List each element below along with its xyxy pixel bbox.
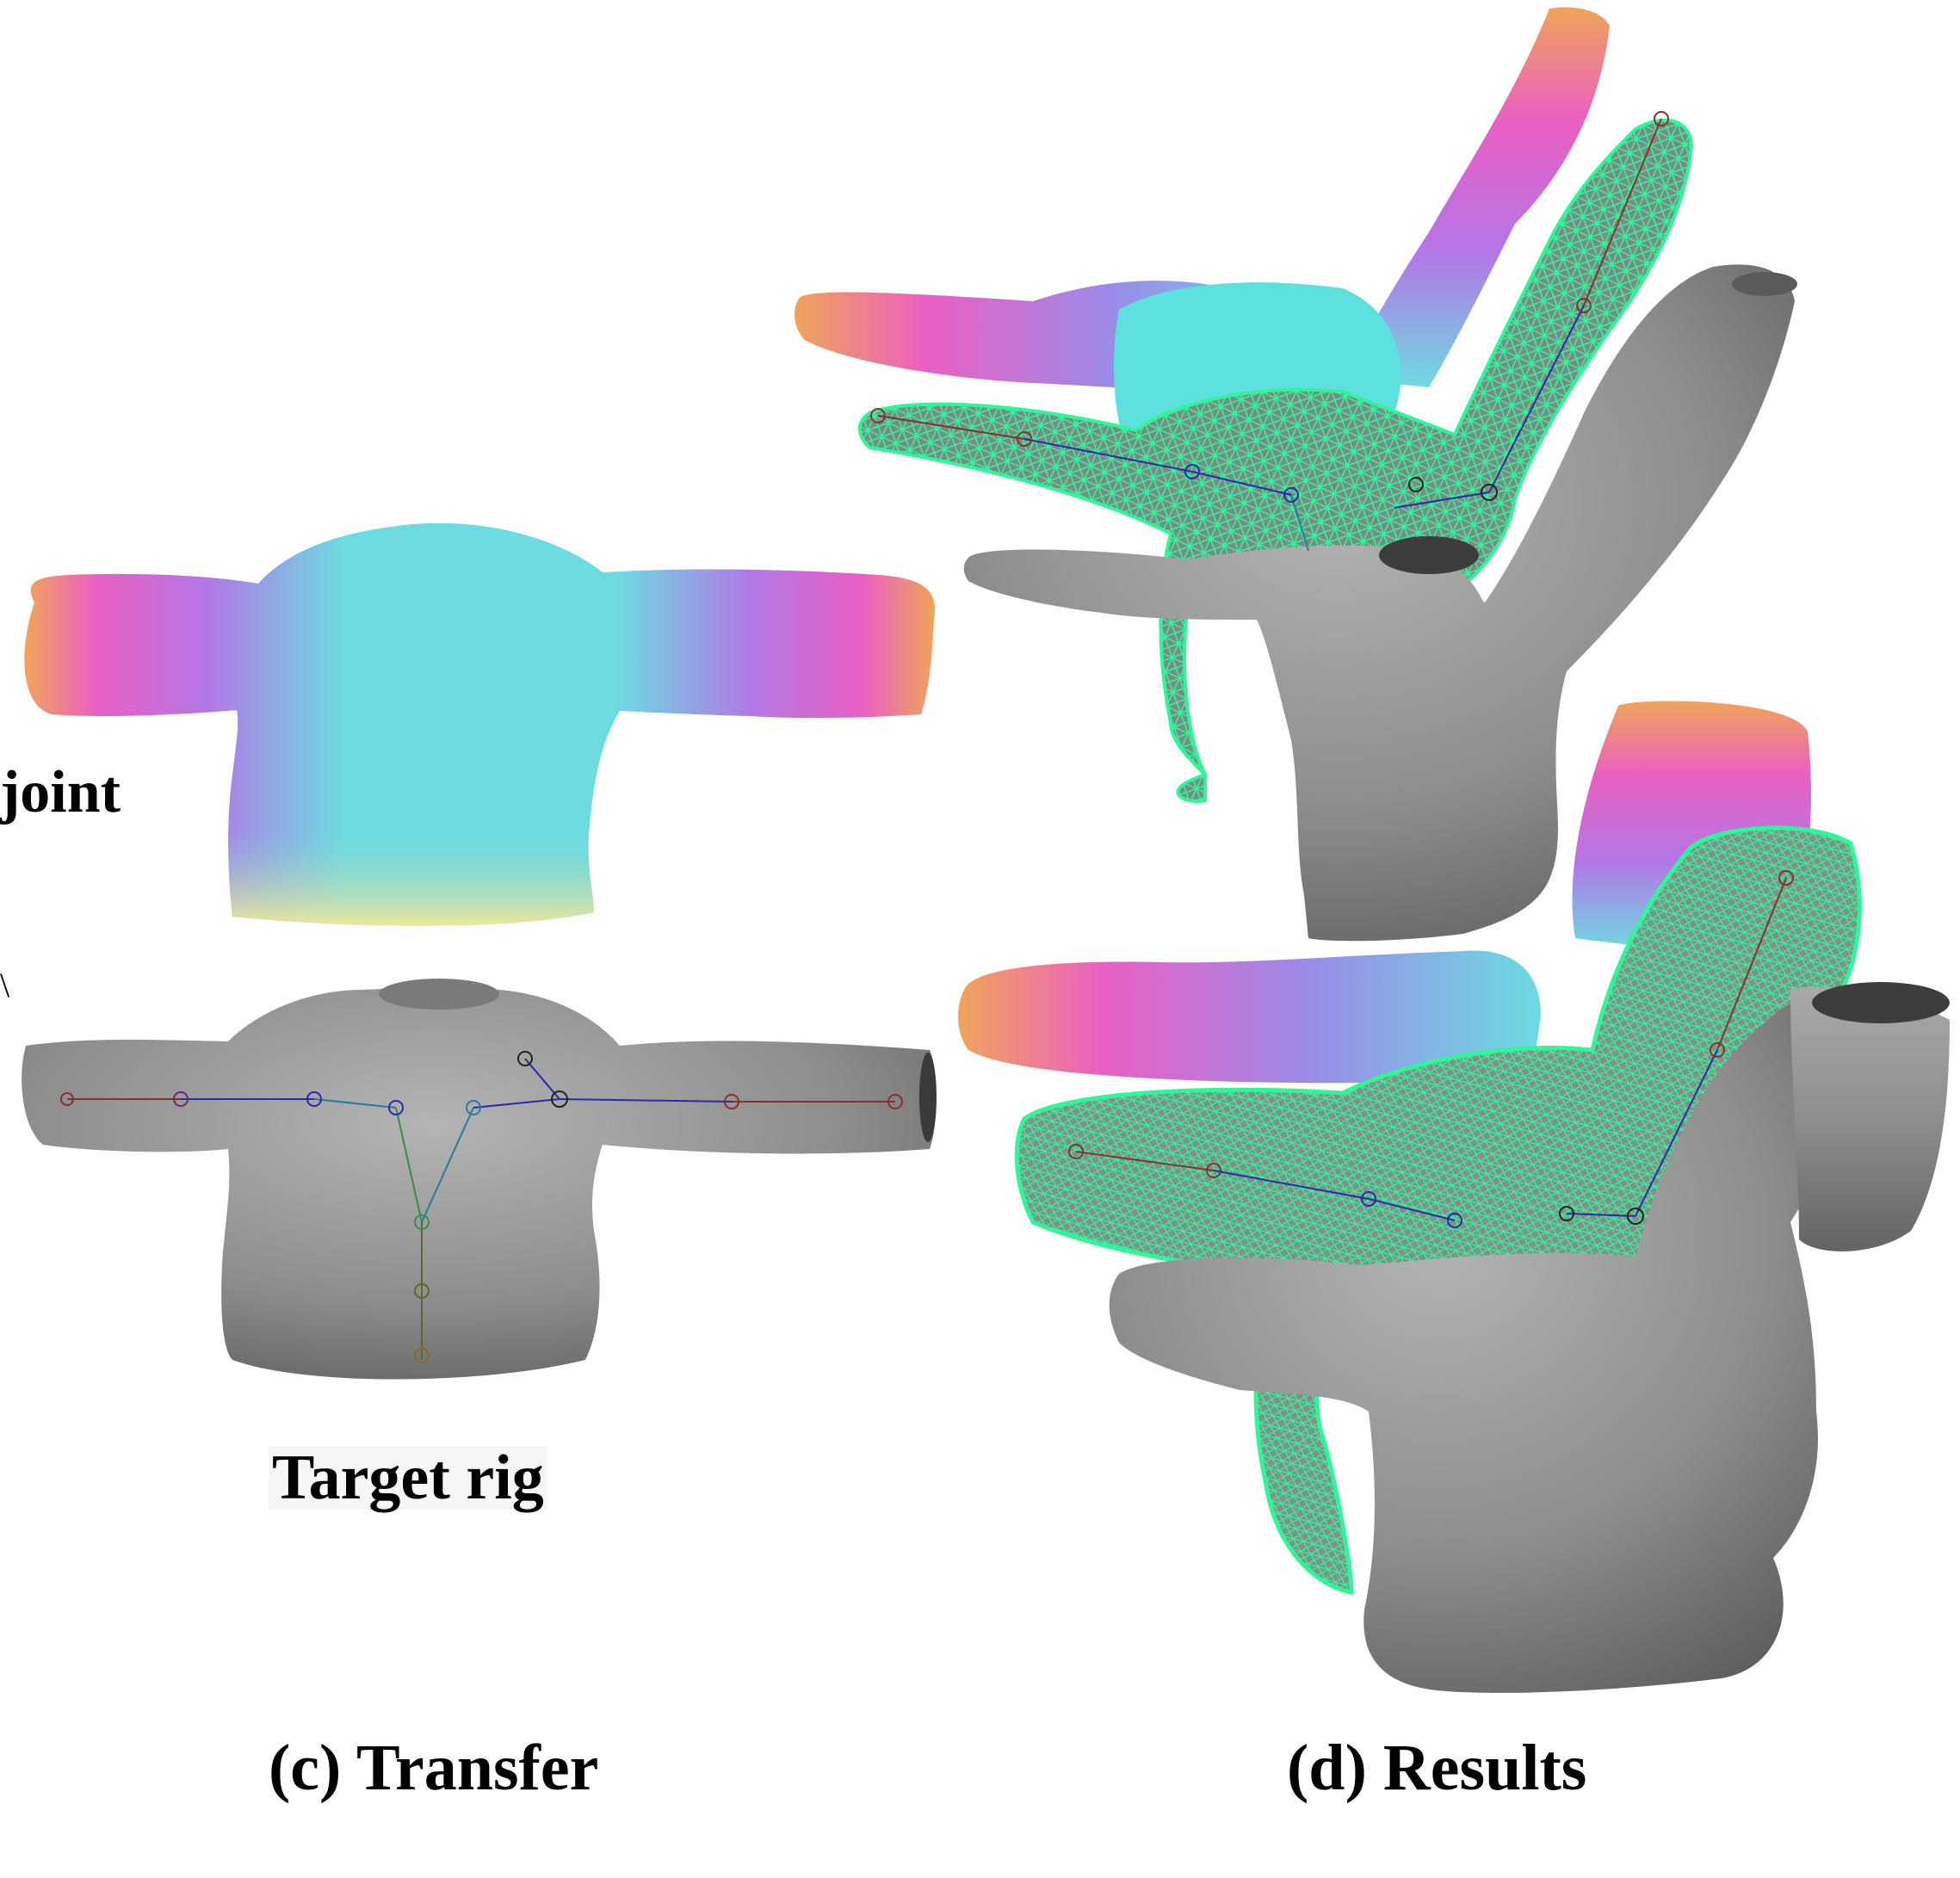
bone	[1191, 471, 1292, 496]
bone	[421, 1107, 474, 1223]
joint-marker	[1068, 1144, 1084, 1159]
joint-marker	[1778, 870, 1794, 886]
joint-marker	[60, 1092, 74, 1106]
result-top-gray	[963, 264, 1797, 942]
joint-marker	[1408, 477, 1424, 492]
joint-marker	[1710, 1042, 1725, 1058]
bone	[1394, 491, 1490, 509]
bone	[1290, 494, 1309, 552]
right-cuff	[919, 1053, 937, 1142]
gray-raised-arm	[1790, 986, 1950, 1251]
joint-marker	[1481, 484, 1498, 501]
bone	[1583, 118, 1662, 306]
gradient-left-arm	[958, 950, 1541, 1084]
joint-marker	[517, 1051, 533, 1066]
gradient-raised-arm	[1343, 7, 1610, 387]
joint-marker	[1654, 111, 1669, 127]
joint-marker	[414, 1214, 430, 1230]
raised-arm-cuff	[1812, 982, 1950, 1023]
gray-result-top	[963, 264, 1795, 942]
neck-opening	[379, 979, 499, 1010]
panel-d-caption: (d) Results	[1287, 1732, 1587, 1804]
result-bottom-gray	[1109, 982, 1950, 1693]
joint-marker	[414, 1283, 430, 1299]
joint-marker	[1559, 1206, 1574, 1221]
bone	[395, 1107, 423, 1223]
bone	[877, 415, 1025, 440]
joint-marker	[1576, 298, 1592, 313]
result-bottom-skeleton	[1068, 870, 1794, 1228]
joint-marker	[1206, 1163, 1221, 1178]
bone	[1566, 1213, 1636, 1217]
target-rig-label: Target rig	[269, 1446, 547, 1510]
joint-marker	[1017, 431, 1032, 447]
target-rig-mesh	[22, 979, 937, 1380]
bone	[1075, 1151, 1215, 1171]
gradient-torso-bottom	[228, 710, 620, 926]
bone	[559, 1098, 733, 1103]
bone	[473, 1098, 560, 1109]
joint-marker	[306, 1091, 322, 1107]
joint-marker	[466, 1100, 481, 1115]
joint-marker	[388, 1100, 404, 1115]
bone	[1488, 305, 1585, 493]
neck-opening	[1379, 536, 1479, 574]
joint-marker	[870, 408, 886, 423]
edge-mark: \	[0, 966, 10, 1004]
bone	[1213, 1170, 1370, 1200]
joint-marker	[1361, 1191, 1376, 1207]
bone	[1716, 877, 1787, 1051]
joint-marker	[173, 1091, 189, 1107]
bone	[1368, 1198, 1456, 1221]
joint-marker	[724, 1094, 739, 1109]
bone	[1635, 1049, 1718, 1217]
transfer-gradient-mesh	[24, 522, 936, 926]
bone	[1023, 438, 1193, 473]
joint-marker	[887, 1094, 903, 1109]
joint-marker	[1184, 464, 1200, 479]
bone	[524, 1058, 560, 1100]
joint-marker	[1283, 487, 1299, 503]
joint-marker	[551, 1090, 568, 1108]
gray-body	[22, 987, 937, 1380]
bone	[313, 1098, 397, 1109]
raised-arm-cuff	[1732, 272, 1797, 296]
joint-marker	[1627, 1208, 1644, 1225]
gray-result-bottom	[1109, 995, 1844, 1693]
panel-c-caption: (c) Transfer	[269, 1732, 599, 1804]
joint-marker	[414, 1348, 430, 1363]
joint-label-fragment: joint	[0, 759, 121, 825]
target-skeleton	[60, 1051, 903, 1363]
result-top-skeleton	[870, 111, 1669, 552]
joint-marker	[1447, 1213, 1462, 1228]
